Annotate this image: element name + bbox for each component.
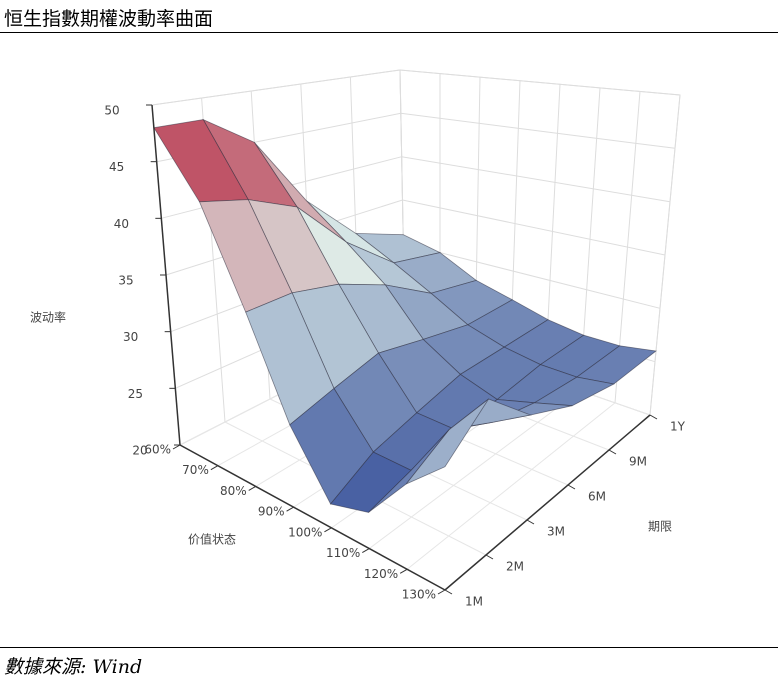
z-axis-title: 波动率 [30,310,66,325]
x-tick [248,485,256,491]
x-axis-title: 价值状态 [188,532,236,547]
y-tick [485,554,494,560]
x-tick-label: 130% [402,588,436,602]
y-tick [526,519,535,525]
y-tick-label: 9M [629,455,647,469]
chart-title: 恒生指數期權波動率曲面 [4,8,214,30]
x-tick [437,589,446,595]
x-tick [399,568,408,574]
y-axis-title: 期限 [648,520,672,534]
y-tick [608,449,617,455]
z-tick-label: 35 [118,274,133,288]
x-tick-label: 100% [288,525,322,539]
x-tick [210,465,219,471]
x-tick-label: 120% [364,567,398,581]
grid-line [406,402,616,570]
z-tick-label: 45 [109,160,124,174]
x-tick-label: 80% [220,484,247,498]
x-tick [324,527,332,533]
y-axis [444,414,651,591]
x-tick-label: 90% [258,505,285,519]
y-tick [649,414,658,420]
y-tick-label: 1M [465,595,483,609]
x-axis [179,444,446,591]
y-tick-label: 1Y [670,420,686,434]
title-rule [0,32,778,33]
y-tick-label: 3M [547,525,565,539]
grid-line [368,390,581,549]
y-tick [444,589,453,595]
surface-face [405,398,489,485]
x-tick [362,548,370,554]
x-tick-label: 70% [182,463,209,477]
chart: 20 25 30 35 40 45 50 60% 70% 80% 90%100% 110% 120% 13… [30,69,686,609]
x-tick-label: 60% [144,443,171,457]
source-rule [0,647,778,648]
z-tick-label: 20 [132,444,147,458]
z-tick-label: 40 [114,217,129,231]
z-tick-label: 30 [123,330,138,344]
y-tick-label: 6M [588,490,606,504]
source-note: 數據來源: Wind [4,656,143,678]
x-tick [286,506,294,512]
y-tick-label: 2M [506,560,524,574]
z-tick-label: 50 [104,104,119,118]
x-tick [172,444,181,450]
z-tick-label: 25 [128,387,143,401]
y-tick [567,484,576,490]
grid-line [649,94,681,416]
x-tick-label: 110% [326,546,360,560]
